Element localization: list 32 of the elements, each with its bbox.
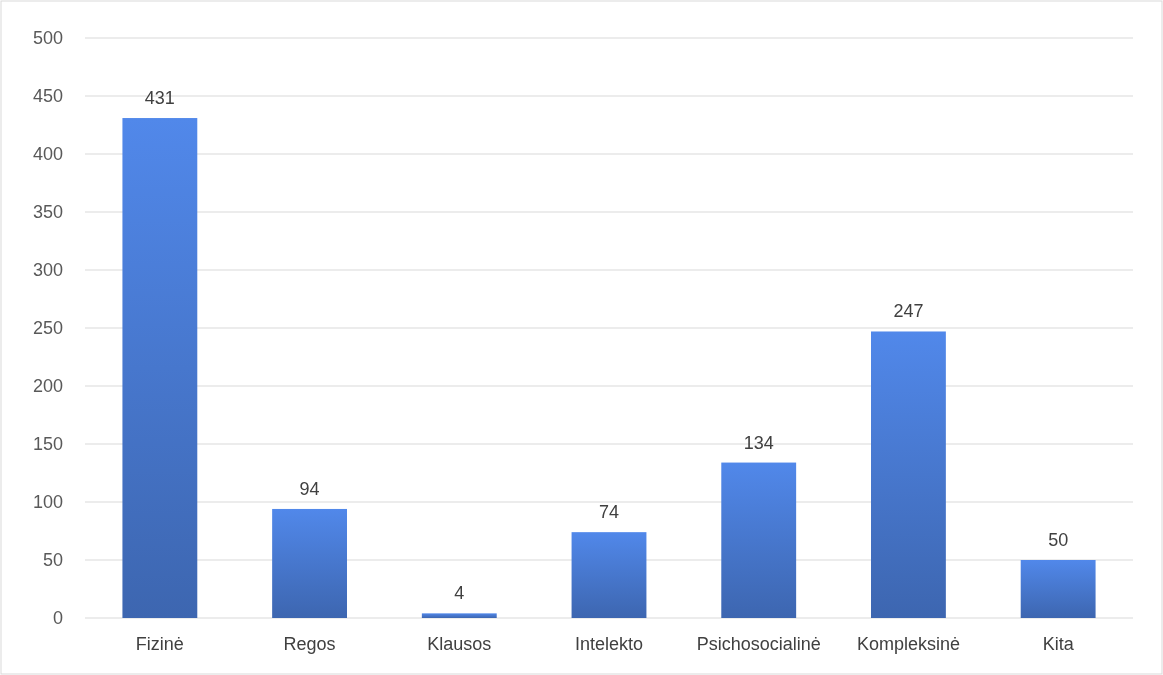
data-label: 94 bbox=[299, 478, 320, 499]
data-label: 4 bbox=[454, 583, 465, 604]
y-tick-label: 350 bbox=[32, 202, 63, 223]
y-tick-label: 0 bbox=[52, 608, 63, 629]
y-tick-label: 200 bbox=[32, 376, 63, 397]
x-tick-label: Kita bbox=[1042, 634, 1075, 654]
y-tick-label: 500 bbox=[32, 28, 63, 49]
y-tick-label: 50 bbox=[42, 550, 63, 571]
bar bbox=[571, 532, 647, 618]
data-label: 50 bbox=[1048, 530, 1069, 550]
y-tick-label: 150 bbox=[32, 434, 63, 455]
y-tick-label: 100 bbox=[32, 492, 63, 513]
y-tick-label: 450 bbox=[32, 86, 63, 107]
bar bbox=[122, 118, 198, 618]
bar bbox=[1020, 560, 1096, 618]
y-tick-label: 250 bbox=[32, 318, 63, 339]
data-label: 247 bbox=[893, 301, 924, 322]
y-tick-label: 300 bbox=[32, 260, 63, 281]
data-label: 431 bbox=[144, 88, 175, 109]
x-tick-label: Intelekto bbox=[574, 634, 644, 654]
bar bbox=[871, 331, 946, 618]
data-label: 134 bbox=[743, 432, 774, 453]
bar bbox=[272, 508, 347, 618]
x-tick-label: Psichosocialinė bbox=[696, 634, 821, 654]
data-label: 74 bbox=[598, 502, 620, 523]
x-tick-label: Kompleksinė bbox=[856, 634, 960, 654]
x-tick-label: Klausos bbox=[427, 634, 492, 654]
bar bbox=[421, 613, 497, 618]
y-tick-label: 400 bbox=[32, 144, 63, 165]
x-tick-label: Fizinė bbox=[135, 634, 184, 654]
x-tick-label: Regos bbox=[283, 634, 336, 654]
bar bbox=[721, 462, 797, 618]
